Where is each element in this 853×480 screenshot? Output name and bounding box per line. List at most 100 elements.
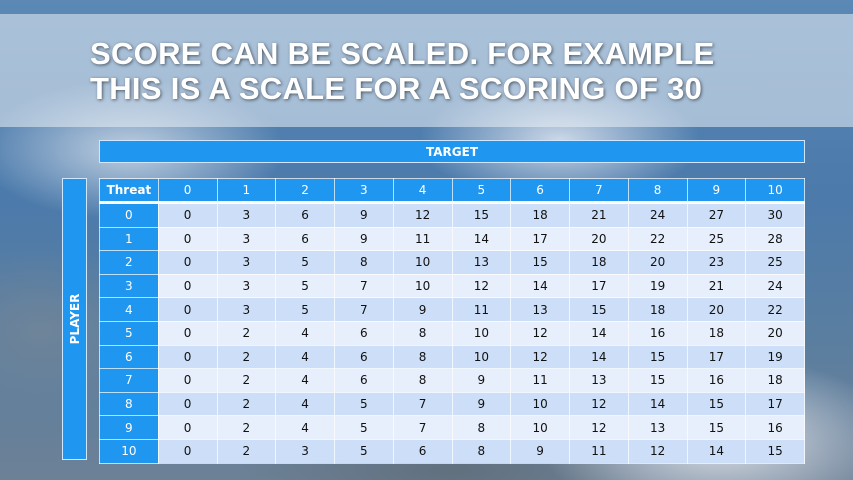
table-cell: 20 <box>569 226 629 252</box>
table-cell: 14 <box>686 438 747 464</box>
target-axis-label: TARGET <box>99 140 805 163</box>
table-cell: 4 <box>275 320 335 346</box>
table-cell: 2 <box>216 438 277 464</box>
table-row: 2 0 3 5 8 10 13 15 18 20 23 25 <box>99 250 805 275</box>
table-cell: 9 <box>451 368 512 393</box>
table-cell: 11 <box>392 226 453 252</box>
title-line-2: THIS IS A SCALE FOR A SCORING OF 30 <box>90 71 703 106</box>
table-cell: 8 <box>392 320 453 346</box>
table-cell: 6 <box>334 320 394 346</box>
table-row: 0 0 3 6 9 12 15 18 21 24 27 30 <box>99 202 805 228</box>
table-cell: 21 <box>686 273 747 299</box>
table-row: 4 0 3 5 7 9 11 13 15 18 20 22 <box>99 297 805 322</box>
table-cell: 27 <box>686 202 747 228</box>
table-cell: 16 <box>686 368 747 393</box>
table-cell: 17 <box>686 344 747 370</box>
player-axis-label: PLAYER <box>62 178 87 460</box>
table-cell: 6 <box>334 344 394 370</box>
table-cell: 0 <box>157 415 218 440</box>
column-header: 5 <box>451 178 512 204</box>
table-cell: 0 <box>157 297 218 322</box>
table-cell: 10 <box>510 391 570 417</box>
title-band <box>0 14 853 127</box>
table-cell: 8 <box>451 415 512 440</box>
table-cell: 10 <box>392 250 453 275</box>
table-cell: 4 <box>275 344 335 370</box>
table-cell: 15 <box>686 391 747 417</box>
column-header: 9 <box>686 178 747 204</box>
table-cell: 18 <box>627 297 688 322</box>
table-cell: 2 <box>216 415 277 440</box>
column-header: 6 <box>510 178 570 204</box>
table-cell: 19 <box>745 344 805 370</box>
player-axis-text: PLAYER <box>67 293 82 345</box>
table-cell: 10 <box>451 320 512 346</box>
table-cell: 10 <box>510 415 570 440</box>
table-row: 1 0 3 6 9 11 14 17 20 22 25 28 <box>99 226 805 252</box>
table-cell: 3 <box>216 226 277 252</box>
table-cell: 13 <box>451 250 512 275</box>
table-cell: 0 <box>157 320 218 346</box>
table-cell: 15 <box>510 250 570 275</box>
table-cell: 8 <box>392 368 453 393</box>
table-cell: 12 <box>510 344 570 370</box>
table-cell: 7 <box>392 415 453 440</box>
table-cell: 4 <box>275 391 335 417</box>
table-cell: 12 <box>569 415 629 440</box>
table-cell: 17 <box>569 273 629 299</box>
table-cell: 3 <box>216 250 277 275</box>
table-row: 9 0 2 4 5 7 8 10 12 13 15 16 <box>99 415 805 440</box>
table-cell: 21 <box>569 202 629 228</box>
table-cell: 8 <box>451 438 512 464</box>
table-cell: 9 <box>334 226 394 252</box>
table-cell: 20 <box>745 320 805 346</box>
table-cell: 11 <box>510 368 570 393</box>
table-cell: 8 <box>334 250 394 275</box>
table-cell: 13 <box>510 297 570 322</box>
row-header: 2 <box>99 250 159 275</box>
slide-title: SCORE CAN BE SCALED. FOR EXAMPLE THIS IS… <box>90 36 714 106</box>
table-cell: 7 <box>334 297 394 322</box>
table-cell: 19 <box>627 273 688 299</box>
table-cell: 0 <box>157 226 218 252</box>
table-cell: 18 <box>569 250 629 275</box>
table-row: 3 0 3 5 7 10 12 14 17 19 21 24 <box>99 273 805 299</box>
table-cell: 0 <box>157 202 218 228</box>
table-cell: 24 <box>745 273 805 299</box>
column-header: 7 <box>569 178 629 204</box>
row-header: 10 <box>99 438 159 464</box>
table-cell: 0 <box>157 250 218 275</box>
row-header: 1 <box>99 226 159 252</box>
table-cell: 3 <box>216 273 277 299</box>
table-cell: 18 <box>510 202 570 228</box>
table-cell: 25 <box>745 250 805 275</box>
table-cell: 9 <box>392 297 453 322</box>
table-cell: 22 <box>745 297 805 322</box>
table-cell: 6 <box>334 368 394 393</box>
table-cell: 3 <box>275 438 335 464</box>
table-cell: 2 <box>216 391 277 417</box>
table-cell: 14 <box>510 273 570 299</box>
table-cell: 3 <box>216 297 277 322</box>
column-header: 2 <box>275 178 335 204</box>
table-cell: 0 <box>157 368 218 393</box>
table-cell: 12 <box>392 202 453 228</box>
table-cell: 16 <box>745 415 805 440</box>
row-header: 4 <box>99 297 159 322</box>
table-cell: 3 <box>216 202 277 228</box>
table-row: 6 0 2 4 6 8 10 12 14 15 17 19 <box>99 344 805 370</box>
table-cell: 2 <box>216 344 277 370</box>
table-cell: 4 <box>275 415 335 440</box>
table-cell: 15 <box>627 368 688 393</box>
table-cell: 12 <box>569 391 629 417</box>
table-cell: 9 <box>510 438 570 464</box>
column-header: 8 <box>627 178 688 204</box>
table-cell: 6 <box>392 438 453 464</box>
table-cell: 14 <box>451 226 512 252</box>
title-line-1: SCORE CAN BE SCALED. FOR EXAMPLE <box>90 36 715 71</box>
table-row: 10 0 2 3 5 6 8 9 11 12 14 15 <box>99 438 805 464</box>
score-scale-table: Threat 0 1 2 3 4 5 6 7 8 9 10 0 0 3 6 9 12 15 18 21 24 27 30 1 0… <box>99 178 805 464</box>
table-cell: 14 <box>569 344 629 370</box>
table-cell: 23 <box>686 250 747 275</box>
table-cell: 5 <box>334 415 394 440</box>
